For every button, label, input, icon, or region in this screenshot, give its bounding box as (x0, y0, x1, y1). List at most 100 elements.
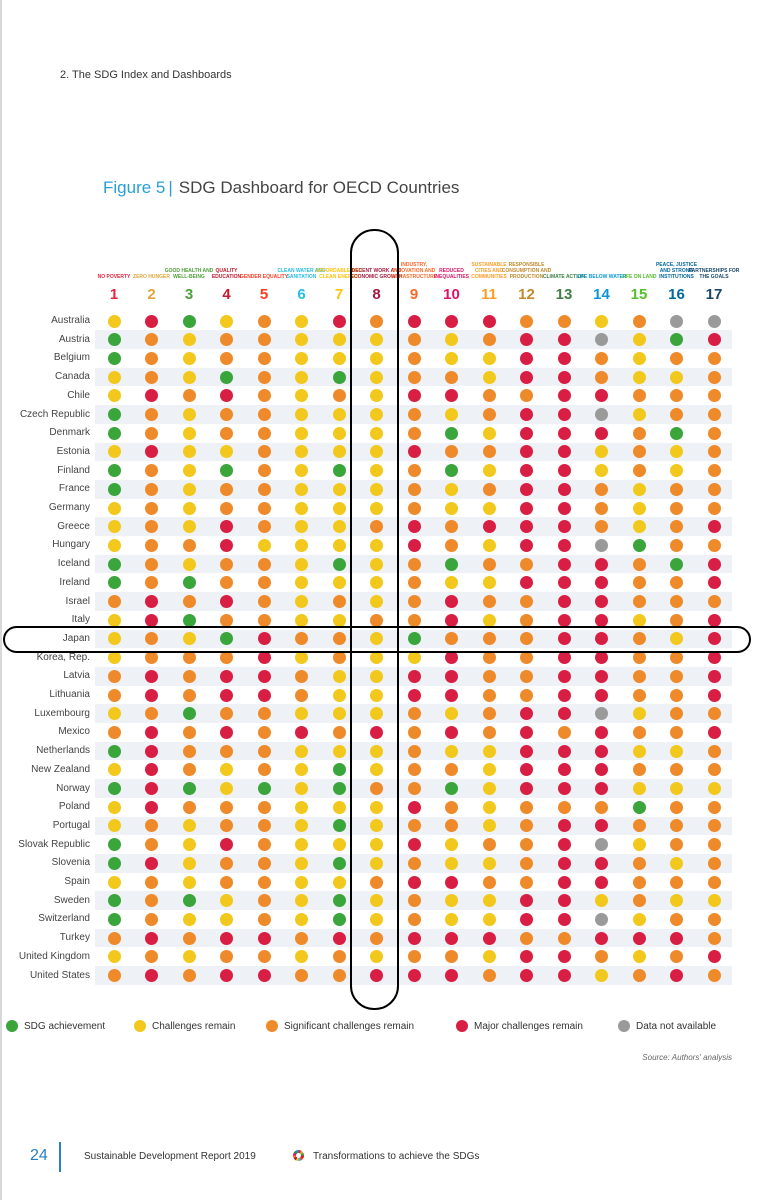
status-dot (370, 370, 383, 384)
status-dot (370, 557, 383, 571)
status-dot (445, 445, 458, 459)
status-dot (257, 707, 271, 721)
status-dot (632, 744, 646, 758)
country-label: Norway (56, 782, 90, 794)
status-dot (557, 819, 571, 833)
status-dot (707, 669, 721, 683)
status-dot (182, 445, 196, 459)
status-dot (557, 576, 571, 590)
status-dot (145, 613, 158, 627)
status-dot (707, 576, 721, 590)
status-dot (595, 875, 608, 889)
status-dot (445, 314, 458, 328)
legend-dot (618, 1020, 630, 1032)
status-dot (632, 725, 646, 739)
status-dot (257, 894, 271, 908)
goal-header-10: REDUCED INEQUALITIES 10 (432, 268, 472, 304)
status-dot (332, 370, 346, 384)
status-dot (370, 520, 383, 534)
status-dot (595, 464, 608, 478)
status-dot (295, 763, 308, 777)
status-dot (632, 464, 646, 478)
status-dot (107, 875, 121, 889)
status-dot (707, 819, 721, 833)
status-dot (182, 595, 196, 608)
goal-header-2: ZERO HUNGER 2 (132, 274, 172, 304)
status-dot (707, 501, 721, 515)
status-dot (707, 744, 721, 758)
country-label: Netherlands (36, 745, 90, 757)
status-dot (595, 445, 608, 459)
status-dot (557, 912, 571, 926)
status-dot (707, 856, 721, 870)
status-dot (370, 931, 383, 945)
status-dot (220, 782, 233, 795)
status-dot (407, 426, 421, 440)
status-dot (295, 408, 308, 421)
figure-title-text: SDG Dashboard for OECD Countries (178, 178, 460, 197)
status-dot (295, 445, 308, 459)
status-dot (482, 501, 496, 515)
status-dot (670, 520, 683, 534)
status-dot (520, 651, 533, 665)
status-dot (220, 501, 233, 515)
status-dot (370, 651, 383, 665)
status-dot (295, 632, 308, 646)
status-dot (182, 800, 196, 814)
status-dot (407, 856, 421, 870)
status-dot (145, 651, 158, 665)
goal-number: 17 (705, 286, 723, 303)
status-dot (332, 856, 346, 870)
status-dot (295, 426, 308, 440)
status-dot (145, 707, 158, 721)
goal-number: 6 (297, 286, 306, 303)
status-dot (482, 557, 496, 571)
status-dot (332, 651, 346, 665)
status-dot (445, 576, 458, 590)
status-dot (220, 613, 233, 627)
status-dot (632, 557, 646, 571)
status-dot (520, 688, 533, 702)
status-dot (632, 595, 646, 608)
goal-label: PEACE, JUSTICE AND STRONG INSTITUTIONS (655, 262, 698, 280)
status-dot (182, 632, 196, 646)
status-dot (145, 875, 158, 889)
status-dot (595, 595, 608, 608)
status-dot (220, 482, 233, 496)
status-dot (107, 688, 121, 702)
goal-number: 5 (259, 286, 269, 303)
legend-item: SDG achievement (6, 1020, 105, 1032)
status-dot (670, 464, 683, 478)
status-dot (632, 333, 646, 347)
sdg-wheel-icon (293, 1150, 304, 1161)
status-dot (520, 314, 533, 328)
status-dot (632, 950, 646, 964)
status-dot (295, 538, 308, 552)
status-dot (632, 763, 646, 777)
status-dot (295, 931, 308, 945)
status-dot (145, 782, 158, 795)
status-dot (182, 950, 196, 964)
status-dot (145, 351, 158, 365)
status-dot (107, 613, 121, 627)
country-label: Israel (65, 595, 90, 607)
status-dot (595, 482, 608, 496)
status-dot (257, 688, 271, 702)
status-dot (220, 351, 233, 365)
country-label: Iceland (57, 558, 90, 570)
status-dot (557, 800, 571, 814)
status-dot (632, 669, 646, 683)
country-label: Ireland (59, 576, 90, 588)
status-dot (145, 333, 158, 347)
status-dot (107, 651, 121, 665)
status-dot (482, 520, 496, 534)
status-dot (332, 725, 346, 739)
status-dot (145, 389, 158, 403)
status-dot (670, 931, 683, 945)
status-dot (407, 969, 421, 982)
status-dot (520, 632, 533, 646)
status-dot (407, 763, 421, 777)
status-dot (445, 912, 458, 926)
status-dot (520, 931, 533, 945)
